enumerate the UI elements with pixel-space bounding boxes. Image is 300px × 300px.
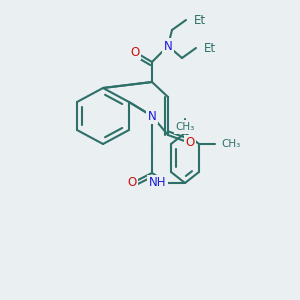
- Text: N: N: [148, 110, 156, 122]
- Text: O: O: [130, 46, 140, 59]
- Text: CH₃: CH₃: [176, 122, 195, 132]
- Text: Et: Et: [194, 14, 206, 26]
- Text: NH: NH: [148, 176, 166, 190]
- Text: O: O: [185, 136, 195, 149]
- Text: Et: Et: [204, 41, 216, 55]
- Text: CH₃: CH₃: [221, 139, 240, 149]
- Text: O: O: [128, 176, 136, 190]
- Text: N: N: [164, 40, 172, 52]
